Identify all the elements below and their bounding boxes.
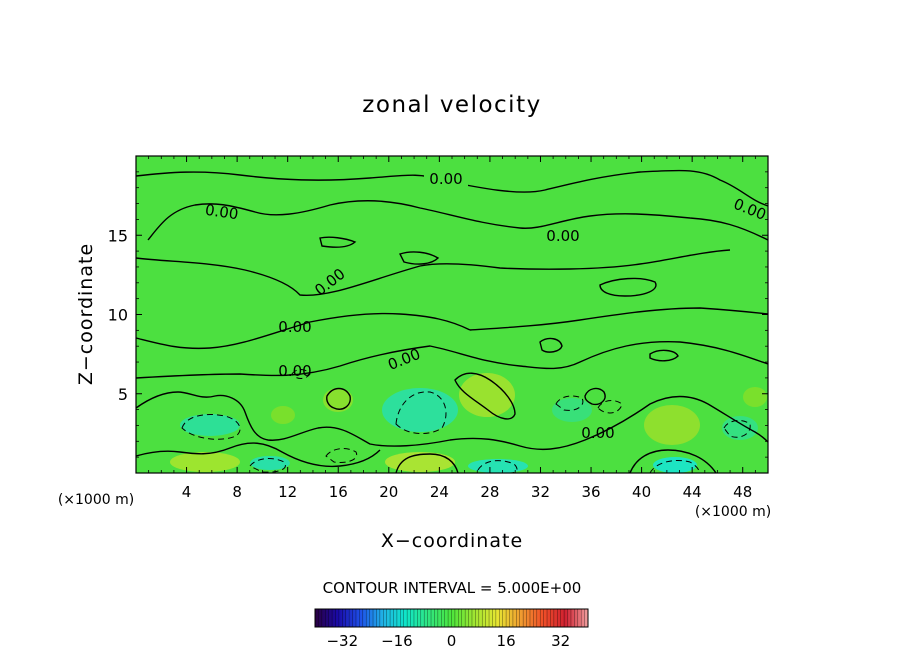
contour-label: 0.00 <box>429 170 462 188</box>
colorbar-tick-label: 16 <box>497 632 516 650</box>
x-tick-label: 32 <box>531 483 550 501</box>
chart-title: zonal velocity <box>362 92 541 118</box>
contour-line <box>584 387 606 406</box>
contour-line <box>399 251 440 265</box>
contour-line <box>319 236 357 248</box>
x-axis-label: X−coordinate <box>381 530 523 552</box>
x-tick-label: 40 <box>632 483 651 501</box>
contour-line <box>469 307 769 331</box>
colorbar-tick-label: 32 <box>551 632 570 650</box>
negative-contours <box>181 369 751 474</box>
x-tick-label: 16 <box>329 483 348 501</box>
field-blob-negative <box>180 414 240 436</box>
colorbar-segments <box>318 609 585 627</box>
field-blob-negative <box>722 416 758 440</box>
contour-line-dashed <box>395 391 447 434</box>
contour-line-dashed <box>291 369 311 379</box>
x-tick-label: 28 <box>480 483 499 501</box>
contour-label: 0.00 <box>546 227 579 245</box>
contour-label: 0.00 <box>581 424 614 442</box>
y-axis-label: Z−coordinate <box>75 243 97 385</box>
contour-line <box>649 349 679 362</box>
contour-line <box>135 391 769 451</box>
x-unit-right: (×1000 m) <box>695 504 771 520</box>
x-axis: 4 8 12 16 20 24 28 32 36 40 44 48 <box>148 156 756 501</box>
contour-interval-text: CONTOUR INTERVAL = 5.000E+00 <box>323 579 582 597</box>
colorbar-tick-label: 0 <box>447 632 457 650</box>
field-blob-positive <box>644 405 700 445</box>
field-blob-negative <box>382 388 458 432</box>
contour-label: 0.00 <box>278 318 311 336</box>
x-tick-label: 20 <box>379 483 398 501</box>
x-tick-label: 4 <box>182 483 192 501</box>
colorbar-tick-label: −16 <box>381 632 413 650</box>
contour-line <box>599 277 657 297</box>
x-tick-label: 44 <box>683 483 702 501</box>
contour-line-dashed <box>649 459 700 474</box>
contour-line <box>135 312 471 350</box>
y-tick-label: 10 <box>108 306 128 325</box>
contour-line-dashed <box>181 414 241 440</box>
colorbar: −32 −16 0 16 32 <box>314 608 589 650</box>
x-tick-label: 36 <box>581 483 600 501</box>
contour-line <box>395 453 459 474</box>
contour-line-dashed <box>723 420 751 438</box>
colorbar-ticks: −32 −16 0 16 32 <box>326 632 570 650</box>
x-tick-label: 24 <box>430 483 449 501</box>
x-tick-label: 12 <box>278 483 297 501</box>
field-blob-negative <box>468 459 528 473</box>
y-axis: 5 10 15 <box>108 171 768 458</box>
field-blob-negative <box>653 457 697 473</box>
contour-line <box>326 387 351 410</box>
contour-label-halo <box>424 170 468 186</box>
y-tick-label: 5 <box>118 385 128 404</box>
contour-line <box>539 337 563 353</box>
field-blob-positive <box>271 406 295 424</box>
contour-line <box>135 249 731 297</box>
field-blob-positive <box>170 452 240 472</box>
contour-line-dashed <box>325 448 358 463</box>
field-blob-positive <box>743 387 767 407</box>
contour-line <box>135 442 381 468</box>
x-unit-left: (×1000 m) <box>58 492 134 508</box>
field-blob-positive <box>459 373 515 417</box>
colorbar-tick-label: −32 <box>326 632 358 650</box>
contour-line <box>147 200 769 241</box>
y-tick-label: 15 <box>108 226 128 245</box>
contour-line <box>454 372 516 420</box>
contour-line-dashed <box>477 460 518 474</box>
x-tick-label: 48 <box>733 483 752 501</box>
contour-line <box>135 169 769 207</box>
zero-contours <box>135 169 769 474</box>
contour-line <box>135 340 769 379</box>
contour-label: 0.00 <box>204 201 240 223</box>
plot-area: 0.00 0.00 0.00 0.00 0.00 0.00 0.00 0.00 … <box>135 155 769 474</box>
field-anomalies <box>170 373 767 473</box>
contour-label: 0.00 <box>278 362 311 380</box>
contour-line-dashed <box>249 458 286 473</box>
colorbar-frame <box>314 608 589 628</box>
field-blob-positive <box>385 452 455 472</box>
x-tick-label: 8 <box>232 483 242 501</box>
contour-line <box>629 449 717 474</box>
